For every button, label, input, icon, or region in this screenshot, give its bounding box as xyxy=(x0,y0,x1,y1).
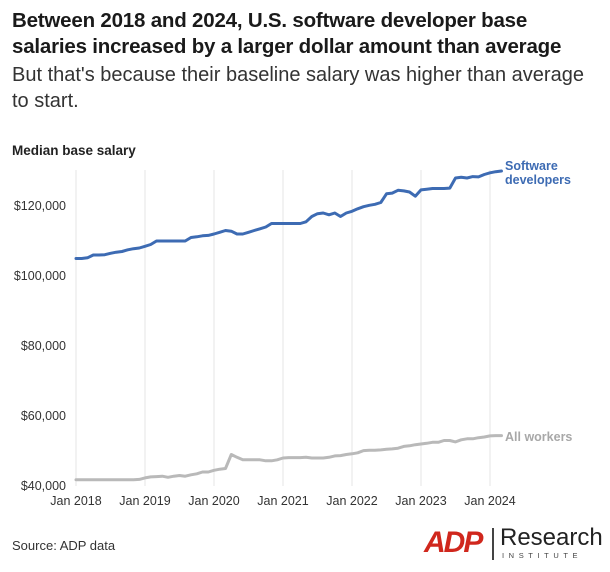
labels: Jan 2018 Jan 2019 Jan 2020 Jan 2021 Jan 2022… xyxy=(14,159,573,508)
series-label: Software developers xyxy=(505,159,571,187)
chart-title: Between 2018 and 2024, U.S. software dev… xyxy=(12,9,562,58)
y-tick-label: $60,000 xyxy=(21,409,66,423)
series-lines xyxy=(74,169,503,482)
y-tick-label: $120,000 xyxy=(14,199,66,213)
y-tick-label: $80,000 xyxy=(21,339,66,353)
chart-subtitle: But that's because their baseline salary… xyxy=(12,64,584,112)
x-tick-label: Jan 2018 xyxy=(50,494,101,508)
series-line-all-workers xyxy=(74,434,503,482)
source-note: Source: ADP data xyxy=(12,538,116,553)
adp-research-logo[interactable]: ADP Research INSTITUTE xyxy=(424,524,603,564)
logo-brand: ADP xyxy=(424,526,483,559)
logo-divider xyxy=(492,528,494,560)
x-tick-label: Jan 2020 xyxy=(188,494,239,508)
gridlines xyxy=(75,170,491,486)
line-chart: Jan 2018 Jan 2019 Jan 2020 Jan 2021 Jan 2022… xyxy=(14,159,573,508)
series-label: All workers xyxy=(505,430,572,444)
x-tick-label: Jan 2021 xyxy=(257,494,308,508)
x-tick-label: Jan 2023 xyxy=(395,494,446,508)
logo-tagline: INSTITUTE xyxy=(502,551,583,560)
x-tick-label: Jan 2024 xyxy=(464,494,515,508)
x-tick-label: Jan 2019 xyxy=(119,494,170,508)
x-tick-label: Jan 2022 xyxy=(326,494,377,508)
y-tick-label: $40,000 xyxy=(21,479,66,493)
y-axis-label: Median base salary xyxy=(12,143,136,158)
series-line-software-developers xyxy=(74,169,503,260)
y-tick-label: $100,000 xyxy=(14,269,66,283)
logo-name: Research xyxy=(500,524,603,551)
